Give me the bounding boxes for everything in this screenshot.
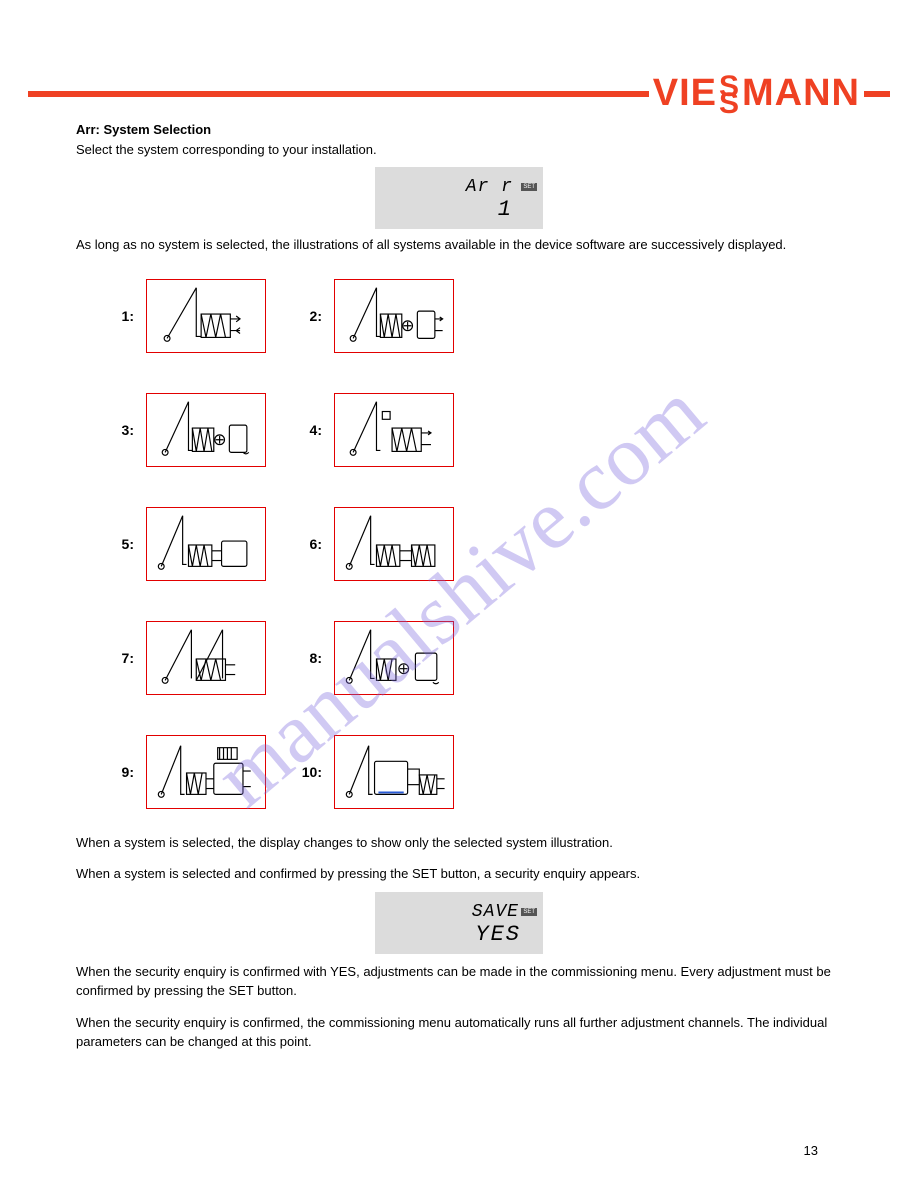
brand-logo: VIE S S MANN	[649, 72, 864, 115]
lcd-line1: Ar r	[466, 177, 513, 197]
header-line-right	[864, 91, 890, 97]
diagram-label: 9:	[112, 735, 142, 809]
lcd-display-save: SAVE SET YES	[375, 892, 543, 954]
lcd-line1: SAVE	[472, 902, 519, 922]
system-diagram-7	[146, 621, 266, 695]
section3-text1: When a system is selected, the display c…	[76, 833, 842, 853]
lcd-line2: 1	[498, 197, 513, 222]
system-diagram-3	[146, 393, 266, 467]
system-diagram-2	[334, 279, 454, 353]
header: VIE S S MANN	[28, 72, 890, 115]
section1-heading: Arr: System Selection	[76, 120, 842, 140]
diagram-label: 1:	[112, 279, 142, 353]
diagram-label: 3:	[112, 393, 142, 467]
lcd-display-arr: Ar r SET 1	[375, 167, 543, 229]
diagram-label: 8:	[270, 621, 330, 695]
diagram-label: 7:	[112, 621, 142, 695]
diagram-label: 6:	[270, 507, 330, 581]
system-diagram-9	[146, 735, 266, 809]
set-badge-icon: SET	[521, 183, 537, 191]
logo-part1: VIE	[653, 72, 717, 115]
diagram-label: 4:	[270, 393, 330, 467]
system-diagram-4	[334, 393, 454, 467]
section3-text2: When a system is selected and confirmed …	[76, 864, 842, 884]
system-diagram-grid: 1: 2: 3:	[112, 279, 842, 809]
section3-text3: When the security enquiry is confirmed w…	[76, 962, 842, 1001]
page-number: 13	[804, 1143, 818, 1158]
system-diagram-5	[146, 507, 266, 581]
logo-part2: MANN	[742, 72, 860, 115]
system-diagram-6	[334, 507, 454, 581]
section3-text4: When the security enquiry is confirmed, …	[76, 1013, 842, 1052]
diagram-label: 5:	[112, 507, 142, 581]
set-badge-icon: SET	[521, 908, 537, 916]
header-line-left	[28, 91, 649, 97]
system-diagram-1	[146, 279, 266, 353]
system-diagram-8	[334, 621, 454, 695]
diagram-label: 2:	[270, 279, 330, 353]
page-content: Arr: System Selection Select the system …	[76, 120, 842, 1052]
section1-text: Select the system corresponding to your …	[76, 140, 842, 160]
logo-ss: S S	[719, 79, 740, 112]
system-diagram-10	[334, 735, 454, 809]
diagram-label: 10:	[270, 735, 330, 809]
section2-text: As long as no system is selected, the il…	[76, 235, 842, 255]
lcd-line2: YES	[475, 922, 521, 947]
